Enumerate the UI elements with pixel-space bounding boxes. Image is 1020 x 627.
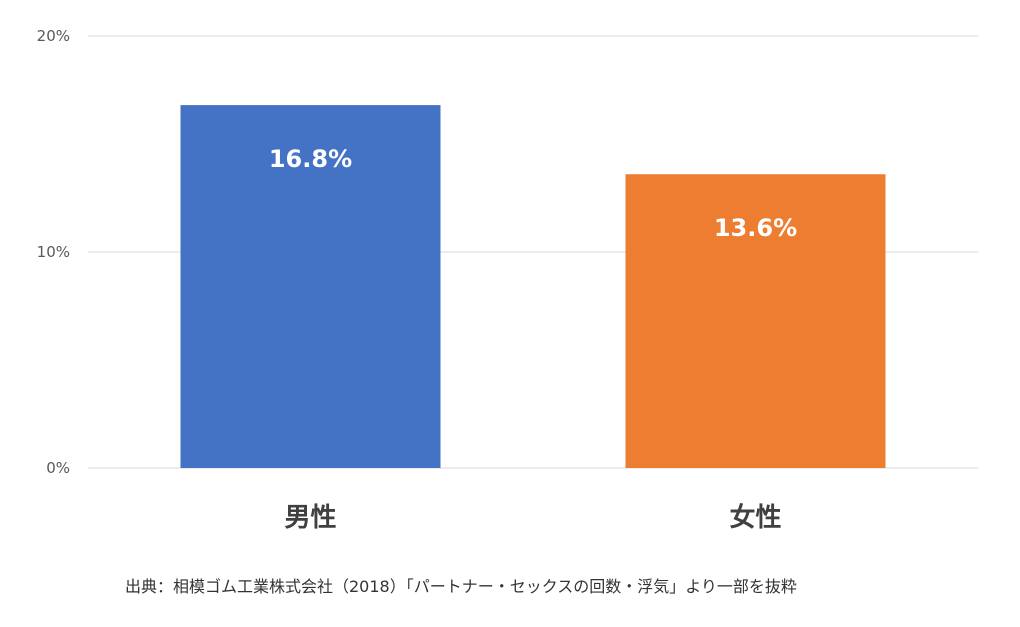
category-label: 女性 (729, 502, 781, 533)
data-label: 13.6% (714, 214, 797, 242)
y-tick-label: 10% (37, 243, 70, 261)
x-axis-categories: 男性 女性 (284, 502, 781, 533)
y-axis-ticks: 0% 10% 20% (37, 27, 70, 477)
bars (180, 105, 886, 469)
y-tick-label: 0% (46, 459, 70, 477)
data-label: 16.8% (269, 145, 352, 173)
bar (180, 105, 441, 469)
source-note: 出典：相模ゴム工業株式会社（2018）「パートナー・セックスの回数・浮気」より一… (125, 577, 797, 596)
category-label: 男性 (284, 503, 336, 533)
bar (625, 174, 886, 469)
y-tick-label: 20% (37, 27, 70, 45)
data-labels: 16.8% 13.6% (269, 145, 797, 242)
